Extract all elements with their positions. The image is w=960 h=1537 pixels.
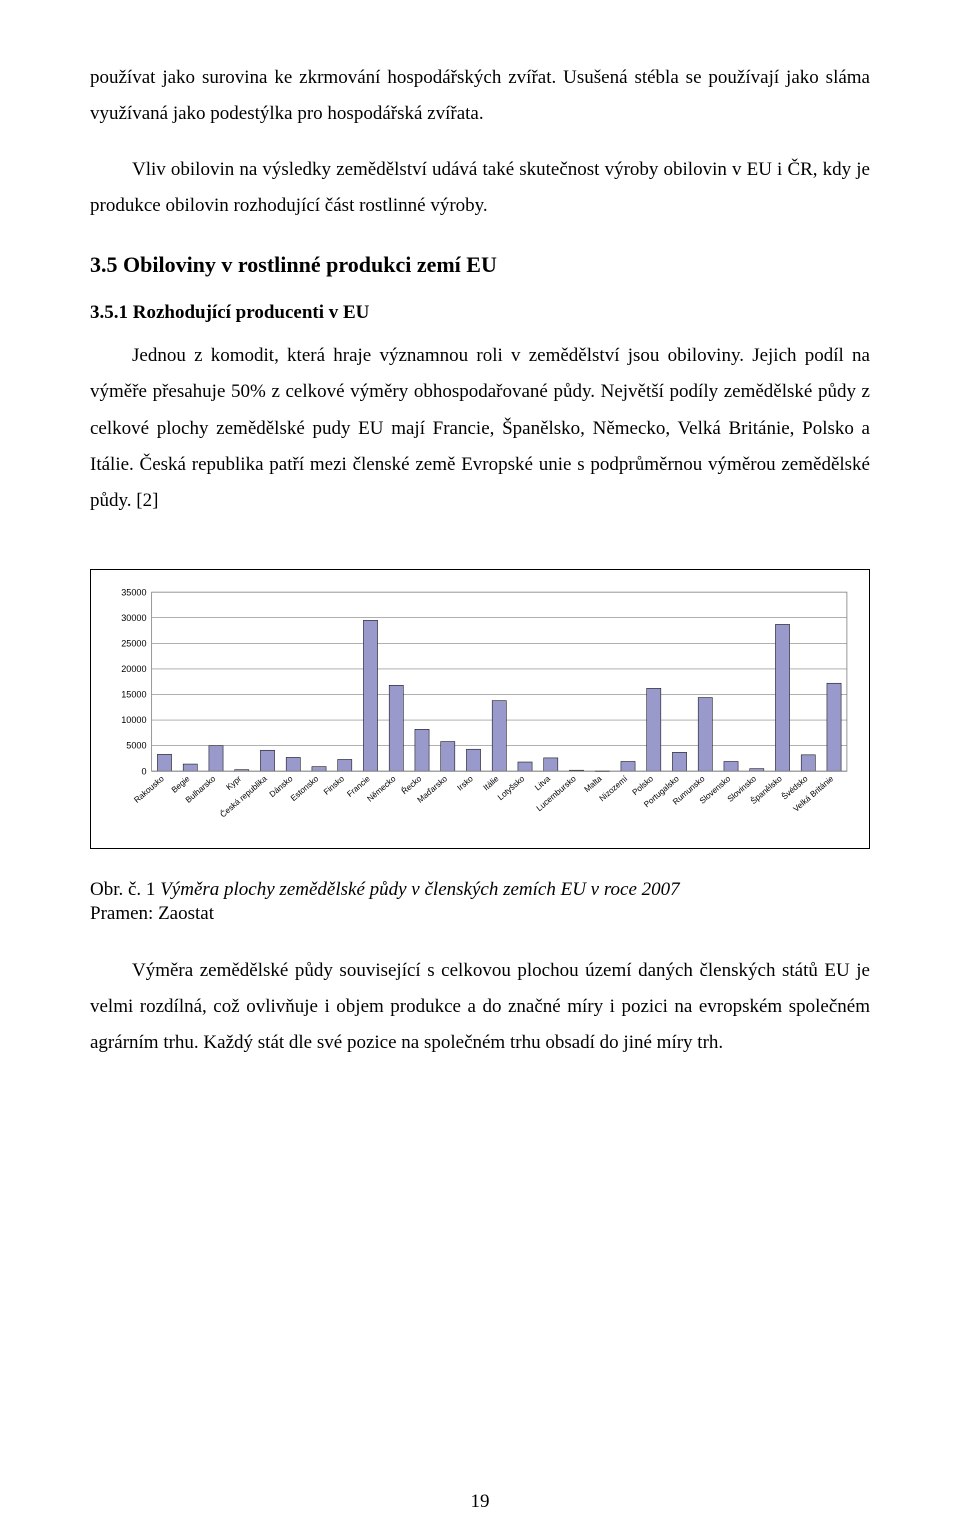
svg-text:Německo: Německo [366, 774, 398, 804]
svg-text:Rakousko: Rakousko [132, 774, 166, 805]
paragraph-3: Jednou z komodit, která hraje významnou … [90, 338, 870, 518]
caption-prefix: Obr. č. 1 [90, 879, 160, 900]
svg-text:20000: 20000 [121, 664, 146, 674]
svg-text:Irsko: Irsko [456, 774, 475, 793]
svg-text:30000: 30000 [121, 613, 146, 623]
figure-source: Pramen: Zaostat [90, 903, 870, 925]
svg-text:Česká republika: Česká republika [218, 773, 269, 819]
paragraph-4: Výměra zemědělské půdy související s cel… [90, 953, 870, 1061]
svg-text:Begie: Begie [170, 774, 192, 795]
svg-text:Finsko: Finsko [322, 774, 346, 797]
paragraph-2: Vliv obilovin na výsledky zemědělství ud… [90, 152, 870, 224]
bar-chart-eu-agri-land: 0 5000 10000 15000 20000 25000 30000 35000 Rakou… [90, 569, 870, 849]
heading-3-5-1: 3.5.1 Rozhodující producenti v EU [90, 302, 870, 324]
page: používat jako surovina ke zkrmování hosp… [0, 0, 960, 1537]
svg-text:15000: 15000 [121, 689, 146, 699]
svg-text:Řecko: Řecko [399, 773, 423, 796]
svg-text:Lotyšsko: Lotyšsko [496, 774, 527, 802]
svg-text:Kypr: Kypr [225, 774, 244, 792]
bar-chart-svg: 0 5000 10000 15000 20000 25000 30000 35000 Rakou… [105, 588, 855, 842]
paragraph-1: používat jako surovina ke zkrmování hosp… [90, 60, 870, 132]
svg-text:35000: 35000 [121, 588, 146, 597]
svg-text:Litva: Litva [533, 774, 552, 793]
svg-text:10000: 10000 [121, 715, 146, 725]
svg-text:25000: 25000 [121, 638, 146, 648]
svg-text:Itálie: Itálie [482, 774, 501, 793]
svg-text:Malta: Malta [583, 774, 604, 794]
heading-3-5: 3.5 Obiloviny v rostlinné produkci zemí … [90, 252, 870, 278]
svg-text:5000: 5000 [126, 740, 146, 750]
svg-text:Estonsko: Estonsko [289, 774, 321, 803]
figure-caption: Obr. č. 1 Výměra plochy zemědělské půdy … [90, 879, 870, 901]
svg-text:0: 0 [141, 766, 146, 776]
page-number: 19 [0, 1491, 960, 1513]
svg-text:Nizozemí: Nizozemí [598, 773, 630, 803]
caption-title: Výměra plochy zemědělské půdy v členskýc… [160, 879, 679, 900]
